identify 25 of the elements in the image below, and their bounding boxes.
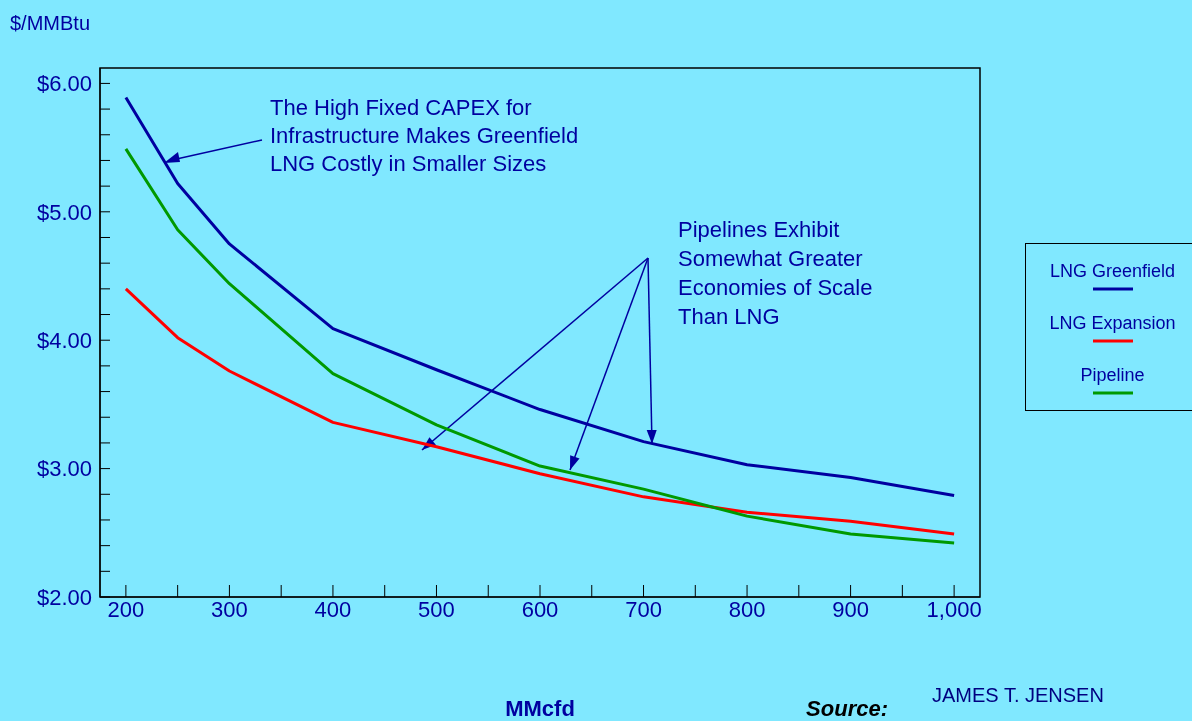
- source-note: Source:: [806, 696, 888, 721]
- x-tick-label: 300: [211, 596, 248, 622]
- text: LNG Greenfield: [1048, 260, 1177, 282]
- x-axis-title: MMcfd: [505, 696, 575, 721]
- x-tick-label: 800: [728, 596, 766, 622]
- x-tick-label: 700: [625, 596, 662, 622]
- x-tick-label: 600: [521, 596, 559, 622]
- x-tick-label: 200: [107, 596, 145, 622]
- line-series: [124, 96, 956, 498]
- y-tick-label: $2.00: [36, 584, 92, 610]
- x-tick-label: 500: [418, 596, 455, 622]
- text: LNG Expansion: [1048, 312, 1177, 334]
- y-tick-label: $3.00: [36, 456, 92, 482]
- text: JAMES T. JENSEN: [932, 684, 1104, 706]
- y-tick-label: $5.00: [36, 199, 92, 225]
- x-tick-label: 900: [832, 596, 869, 622]
- annotation: The High Fixed CAPEX for Infrastructure Makes Greenfield LNG Costly in Smaller Sizes: [270, 95, 579, 176]
- y-tick-label: $6.00: [36, 71, 92, 97]
- x-tick-label: 400: [314, 596, 352, 622]
- x-tick-label: 1,000: [926, 596, 982, 622]
- line-series: [124, 147, 956, 545]
- annotation: Pipelines Exhibit Somewhat Greater Economies of Scale Than LNG: [678, 217, 873, 329]
- text: Pipeline: [1079, 364, 1146, 386]
- y-axis-title: $/MMBtu: [10, 12, 91, 34]
- y-tick-label: $4.00: [36, 328, 92, 354]
